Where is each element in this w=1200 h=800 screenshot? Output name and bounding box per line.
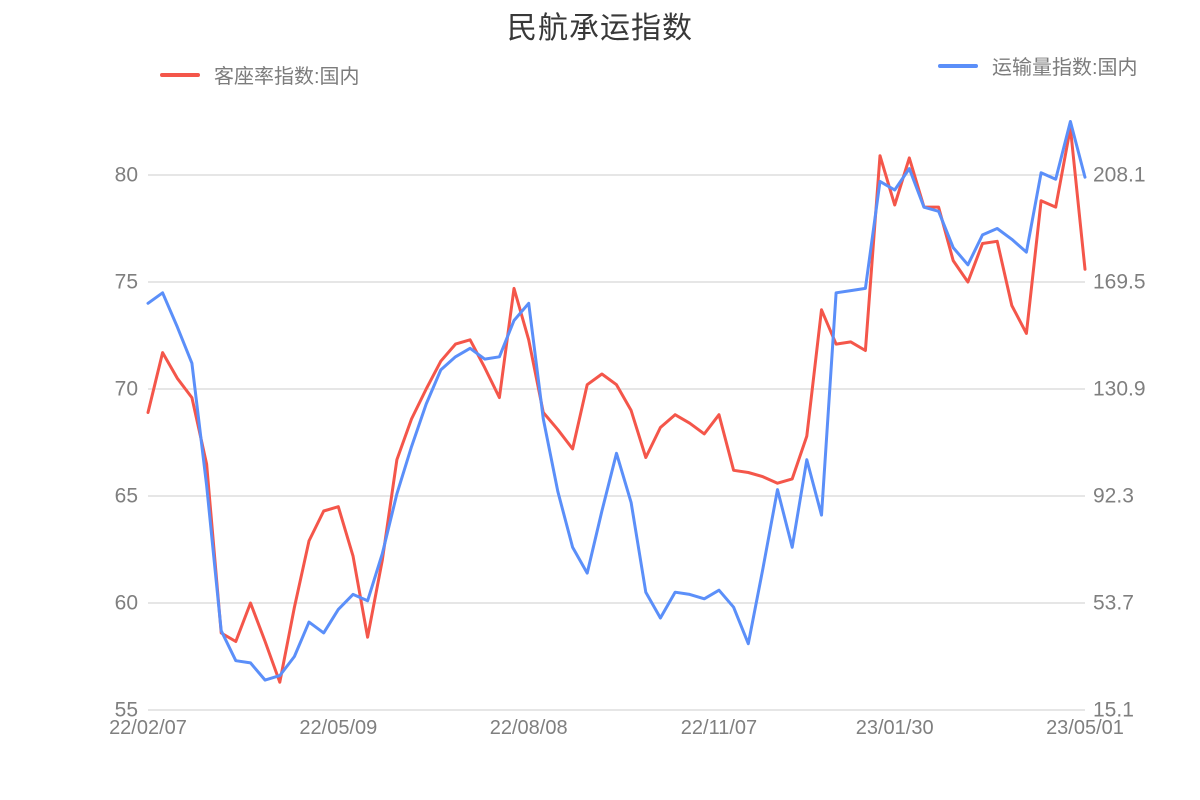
y-axis-tick-left: 65 [115,485,138,508]
y-axis-tick-right: 92.3 [1093,485,1134,508]
y-axis-tick-left: 80 [115,164,138,187]
y-axis-tick-right: 53.7 [1093,592,1134,615]
x-axis-tick: 22/08/08 [490,717,568,739]
series-line-load-factor [146,126,1087,684]
x-axis-tick: 22/11/07 [681,717,757,739]
y-axis-tick-right: 208.1 [1093,164,1146,187]
legend-line-swatch-blue [938,63,978,68]
y-axis-tick-left: 60 [115,592,138,615]
y-axis-tick-right: 130.9 [1093,378,1146,401]
legend-item-transport-volume[interactable]: 运输量指数:国内 [938,51,1138,80]
x-axis-tick: 23/05/01 [1046,717,1124,739]
x-axis-tick: 23/01/30 [856,717,934,739]
y-axis-tick-right: 169.5 [1093,271,1146,294]
legend-item-load-factor[interactable]: 客座率指数:国内 [160,60,360,89]
y-axis-tick-left: 75 [115,271,138,294]
y-axis-tick-right: 15.1 [1093,699,1134,722]
chart-title: 民航承运指数 [507,12,693,45]
y-axis-tick-left: 70 [115,378,138,401]
legend-line-swatch-red [160,72,200,77]
x-axis-tick: 22/02/07 [109,717,187,739]
x-axis-tick: 22/05/09 [299,717,377,739]
legend-label: 运输量指数:国内 [992,57,1138,79]
y-axis-tick-left: 55 [115,699,138,722]
series-line-transport-volume [146,120,1087,682]
legend-label: 客座率指数:国内 [214,66,360,88]
